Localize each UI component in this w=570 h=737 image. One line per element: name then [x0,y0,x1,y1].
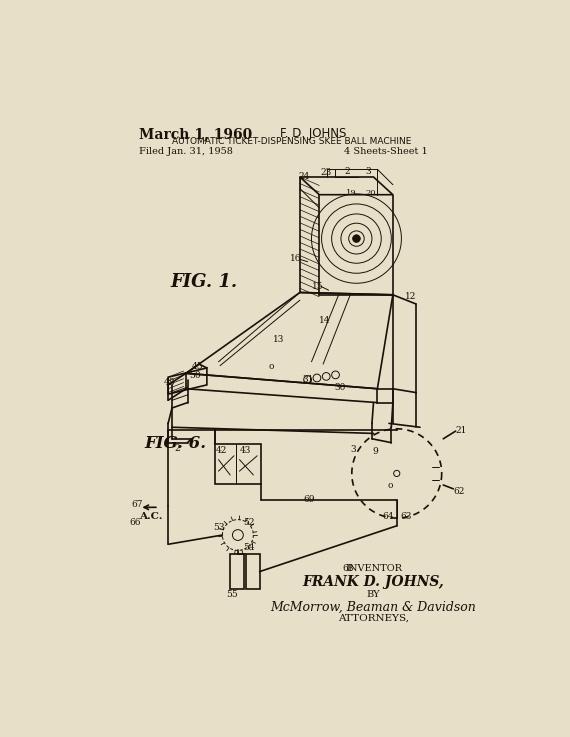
Text: 54: 54 [243,542,255,552]
Text: o: o [388,481,393,490]
Text: A.C.: A.C. [140,512,163,521]
Text: ATTORNEYS,: ATTORNEYS, [338,614,409,623]
Text: 20: 20 [366,189,376,197]
Text: 48: 48 [164,378,176,387]
Text: 21: 21 [455,426,467,435]
Text: March 1, 1960: March 1, 1960 [140,127,253,141]
Text: 4 Sheets-Sheet 1: 4 Sheets-Sheet 1 [344,147,428,156]
Text: 15: 15 [311,282,323,291]
Bar [230,554,244,589]
Text: 19: 19 [347,189,357,197]
Text: BY: BY [367,590,380,599]
Text: AUTOMATIC TICKET-DISPENSING SKEE BALL MACHINE: AUTOMATIC TICKET-DISPENSING SKEE BALL MA… [173,137,412,146]
Text: o: o [269,362,274,371]
Bar [215,444,261,484]
Text: 3: 3 [366,167,372,176]
Text: 55: 55 [226,590,238,599]
Text: 13: 13 [273,335,284,344]
Text: INVENTOR: INVENTOR [345,565,402,573]
Text: 31: 31 [302,375,314,384]
Text: FRANK D. JOHNS,: FRANK D. JOHNS, [303,575,445,589]
Text: FIG. 6.: FIG. 6. [145,435,207,452]
Text: 12: 12 [405,293,416,301]
Text: 62: 62 [453,487,465,496]
Text: 69: 69 [304,495,315,504]
Text: 2: 2 [345,167,351,176]
Text: 14: 14 [319,315,331,324]
Text: 53: 53 [213,523,225,533]
Text: 23: 23 [321,168,332,177]
Text: F. D. JOHNS: F. D. JOHNS [280,127,347,140]
Text: 24: 24 [298,172,310,181]
Text: 68: 68 [343,565,354,573]
Text: 66: 66 [129,518,141,527]
Text: 42: 42 [216,447,227,455]
Circle shape [353,235,360,242]
Text: 52: 52 [243,518,255,527]
Text: 9: 9 [372,447,378,456]
Text: 43: 43 [239,447,251,455]
Text: 2: 2 [174,444,180,453]
Text: Filed Jan. 31, 1958: Filed Jan. 31, 1958 [140,147,233,156]
Text: 63: 63 [401,512,412,521]
Text: 64: 64 [383,512,394,521]
Text: 16: 16 [290,254,302,263]
Text: FIG. 1.: FIG. 1. [170,273,238,291]
Text: 30: 30 [335,383,346,391]
Text: 3: 3 [350,445,356,454]
Bar [246,554,259,589]
Text: McMorrow, Beaman & Davidson: McMorrow, Beaman & Davidson [271,601,477,613]
Text: 50: 50 [189,371,201,380]
Text: 67: 67 [131,500,142,509]
Text: 45: 45 [192,362,203,371]
